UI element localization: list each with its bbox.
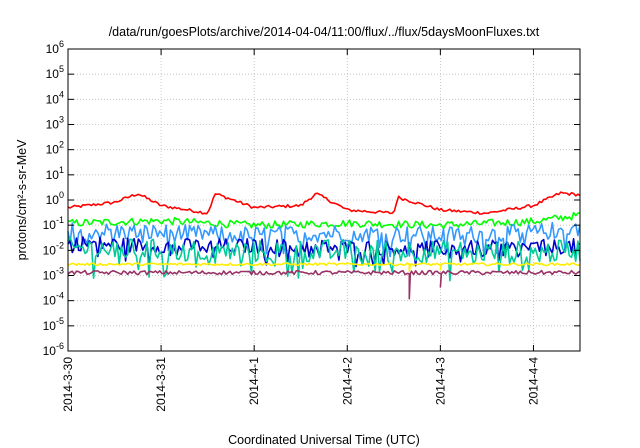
y-tick-label: 10-5 (43, 316, 64, 333)
series-line-1 (67, 191, 581, 215)
series-line-7 (67, 269, 581, 300)
x-tick-label: 2014-4-4 (526, 357, 540, 405)
x-tick-label: 2014-4-3 (433, 357, 447, 405)
y-tick-label: 10-3 (43, 266, 64, 283)
series-line-4 (67, 236, 581, 268)
y-axis-label: protons/cm²-s-sr-MeV (15, 139, 29, 261)
y-tick-label: 10-2 (43, 240, 64, 257)
y-axis: 10-6 10-5 10-4 10-3 10-2 10-1 100 101 102 103 104 1… (43, 39, 580, 358)
y-tick-label: 100 (46, 190, 64, 207)
y-tick-label: 102 (46, 140, 64, 157)
grid (68, 49, 580, 351)
x-tick-label: 2014-4-1 (247, 357, 261, 405)
chart-title: /data/run/goesPlots/archive/2014-04-04/1… (109, 25, 540, 39)
y-tick-label: 104 (46, 89, 64, 106)
y-tick-label: 10-1 (43, 215, 64, 232)
x-axis-label: Coordinated Universal Time (UTC) (228, 433, 420, 447)
x-axis: 2014-3-30 2014-3-31 2014-4-1 2014-4-2 2014-4… (61, 49, 540, 412)
y-tick-label: 105 (46, 64, 64, 81)
x-tick-label: 2014-3-30 (61, 357, 75, 412)
series-lines (67, 191, 581, 300)
y-tick-label: 106 (46, 39, 64, 56)
y-tick-label: 10-6 (43, 341, 64, 358)
y-tick-label: 103 (46, 115, 64, 132)
series-line-6 (67, 262, 581, 272)
series-line-5 (67, 236, 581, 282)
y-tick-label: 10-4 (43, 291, 64, 308)
series-line-2 (67, 211, 581, 230)
x-tick-label: 2014-4-2 (340, 357, 354, 405)
y-tick-label: 101 (46, 165, 64, 182)
x-tick-label: 2014-3-31 (154, 357, 168, 412)
series-line-3 (67, 221, 581, 258)
